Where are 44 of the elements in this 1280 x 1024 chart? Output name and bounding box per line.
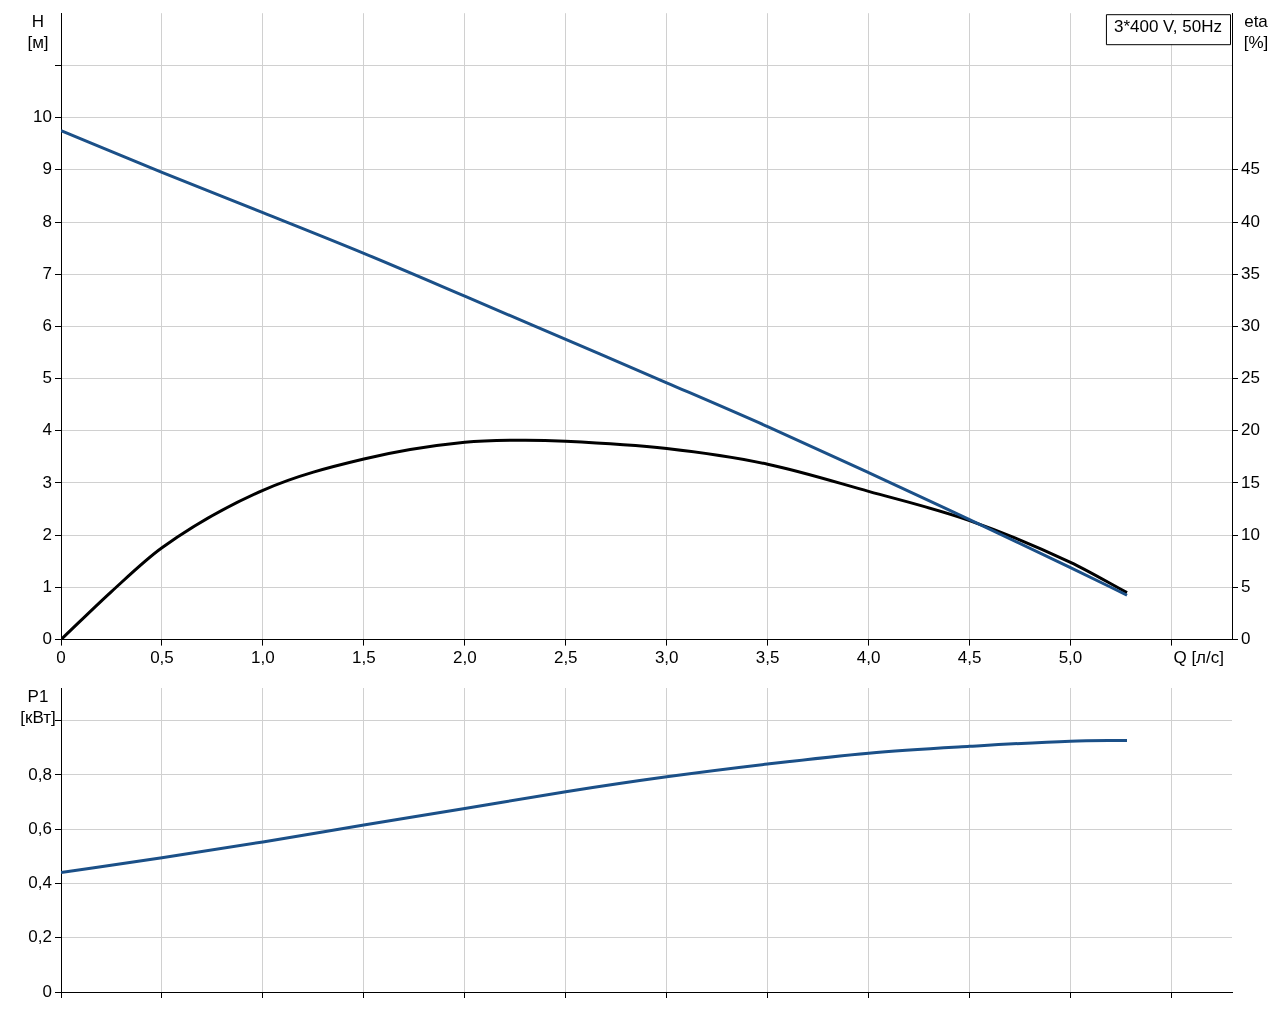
y-tick-label: 9 <box>42 159 52 179</box>
y-tick-label: 2 <box>42 524 52 544</box>
line-series <box>61 738 1129 875</box>
x-tick-label: 5,0 <box>1058 648 1083 668</box>
y2-tick-label: 10 <box>1241 524 1260 544</box>
chart-title: 3*400 V, 50Hz <box>1113 17 1223 37</box>
y2-tick-label: 0 <box>1241 629 1251 649</box>
y2-tick-label: 20 <box>1241 420 1260 440</box>
x-tick-label: 1,0 <box>251 648 275 668</box>
y-tick-label: 5 <box>42 368 52 388</box>
y-tick-label: 0,6 <box>28 818 52 838</box>
y2-tick-label: 40 <box>1241 211 1260 231</box>
x-axis-title: Q [л/с] <box>1173 647 1224 667</box>
y-tick-label: 1 <box>42 577 52 597</box>
y2-tick-label: 5 <box>1241 577 1251 597</box>
x-tick-label: 2,5 <box>553 648 578 668</box>
y-axis-title: H [м] <box>27 12 49 53</box>
y2-axis-title: eta [%] <box>1243 12 1269 53</box>
x-tick-label: 3,5 <box>755 648 780 668</box>
x-tick-label: 2,0 <box>452 648 477 668</box>
x-tick-label: 1,5 <box>352 648 376 668</box>
y-tick-label: 6 <box>42 316 52 336</box>
x-tick-label: 3,0 <box>654 648 679 668</box>
y-axis-title: P1 [кВт] <box>20 687 56 728</box>
y-tick-label: 3 <box>42 472 52 492</box>
line-series <box>61 129 1129 597</box>
y2-tick-label: 25 <box>1241 368 1260 388</box>
x-tick-label: 0 <box>56 648 66 668</box>
y-tick-label: 0 <box>42 981 52 1001</box>
y-tick-label: 4 <box>42 420 52 440</box>
y2-tick-label: 35 <box>1241 263 1260 283</box>
y-tick-label: 8 <box>42 211 52 231</box>
x-tick-label: 0,5 <box>150 648 174 668</box>
y-tick-label: 0,8 <box>28 764 52 784</box>
y-tick-label: 0,4 <box>28 873 52 893</box>
y2-tick-label: 45 <box>1241 159 1260 179</box>
x-tick-label: 4,5 <box>957 648 982 668</box>
y-tick-label: 0 <box>42 629 52 649</box>
y2-tick-label: 30 <box>1241 316 1260 336</box>
y2-tick-label: 15 <box>1241 472 1260 492</box>
x-tick-label: 4,0 <box>856 648 881 668</box>
y-tick-label: 10 <box>33 107 52 127</box>
y-tick-label: 7 <box>42 263 52 283</box>
y-tick-label: 0,2 <box>28 927 52 947</box>
